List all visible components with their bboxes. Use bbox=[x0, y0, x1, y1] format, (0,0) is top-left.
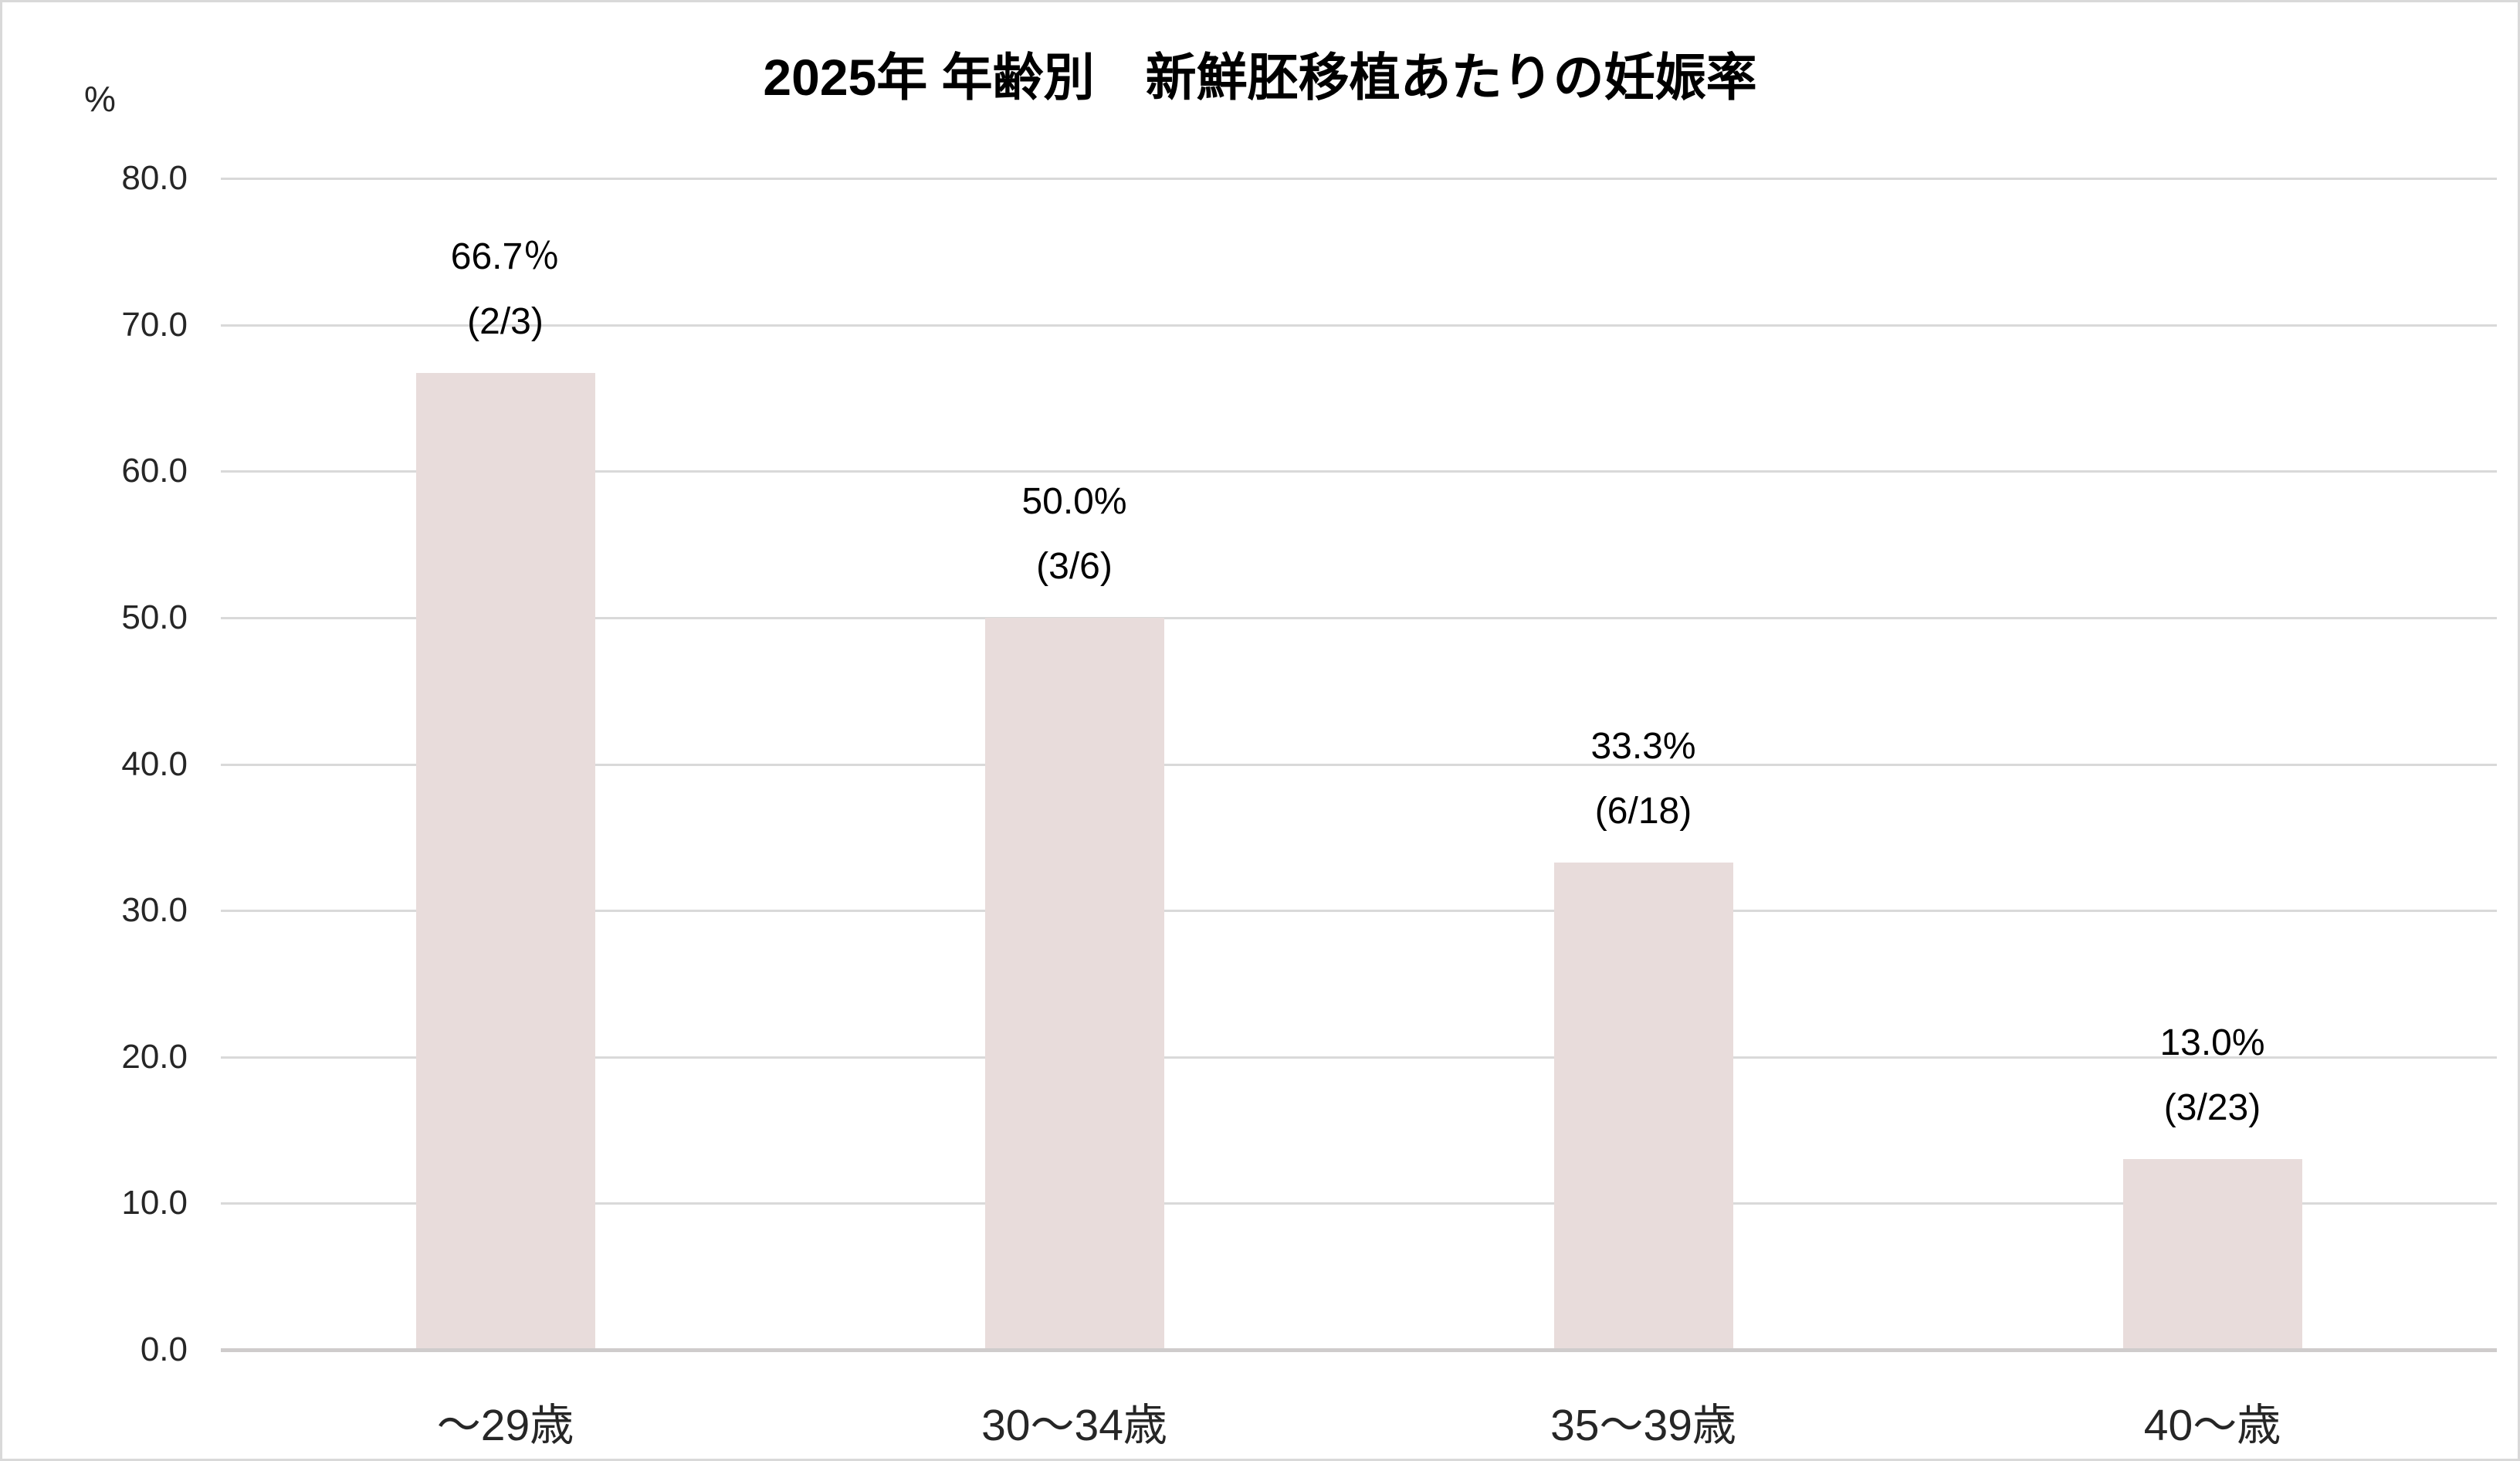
gridline bbox=[221, 1056, 2497, 1059]
bar-percent-label: 33.3% bbox=[1590, 725, 1696, 767]
y-tick-label: 60.0 bbox=[121, 452, 188, 490]
y-tick-label: 10.0 bbox=[121, 1184, 188, 1222]
x-category-label: ～29歳 bbox=[436, 1401, 574, 1450]
bar bbox=[984, 617, 1164, 1350]
bar-percent-label: 13.0% bbox=[2159, 1022, 2265, 1064]
gridline bbox=[221, 470, 2497, 473]
gridline bbox=[221, 324, 2497, 327]
x-category-label: 35～39歳 bbox=[1550, 1401, 1736, 1450]
y-tick-label: 20.0 bbox=[121, 1037, 188, 1076]
bar-percent-label: 66.7％ bbox=[450, 236, 561, 278]
bar-data-label: 66.7％ (2/3) bbox=[451, 225, 560, 354]
y-tick-label: 0.0 bbox=[140, 1330, 188, 1368]
gridline bbox=[221, 1202, 2497, 1205]
bar bbox=[2122, 1159, 2302, 1350]
bar-data-label: 50.0% (3/6) bbox=[1021, 469, 1126, 599]
y-tick-label: 80.0 bbox=[121, 159, 188, 197]
bar-fraction-label: (2/3) bbox=[467, 301, 544, 343]
bar-fraction-label: (6/18) bbox=[1594, 790, 1692, 832]
y-tick-label: 30.0 bbox=[121, 891, 188, 930]
y-tick-label: 50.0 bbox=[121, 598, 188, 636]
y-tick-label: 40.0 bbox=[121, 744, 188, 783]
bar-percent-label: 50.0% bbox=[1021, 480, 1127, 522]
bar-data-label: 13.0% (3/23) bbox=[2159, 1011, 2264, 1141]
y-axis-unit-label: % bbox=[84, 79, 116, 119]
gridline bbox=[221, 910, 2497, 913]
x-category-label: 40～歳 bbox=[2143, 1401, 2281, 1450]
bar-fraction-label: (3/23) bbox=[2163, 1087, 2261, 1129]
x-category-label: 30～34歳 bbox=[981, 1401, 1167, 1450]
gridline bbox=[221, 616, 2497, 619]
x-axis-line bbox=[221, 1348, 2497, 1352]
bar-data-label: 33.3% (6/18) bbox=[1590, 714, 1695, 844]
gridline bbox=[221, 178, 2497, 180]
y-tick-label: 70.0 bbox=[121, 305, 188, 344]
bar bbox=[415, 373, 595, 1350]
bar bbox=[1553, 862, 1733, 1350]
gridline bbox=[221, 763, 2497, 766]
chart-title: 2025年 年齢別 新鮮胚移植あたりの妊娠率 bbox=[763, 49, 1757, 106]
bar-fraction-label: (3/6) bbox=[1036, 545, 1113, 587]
